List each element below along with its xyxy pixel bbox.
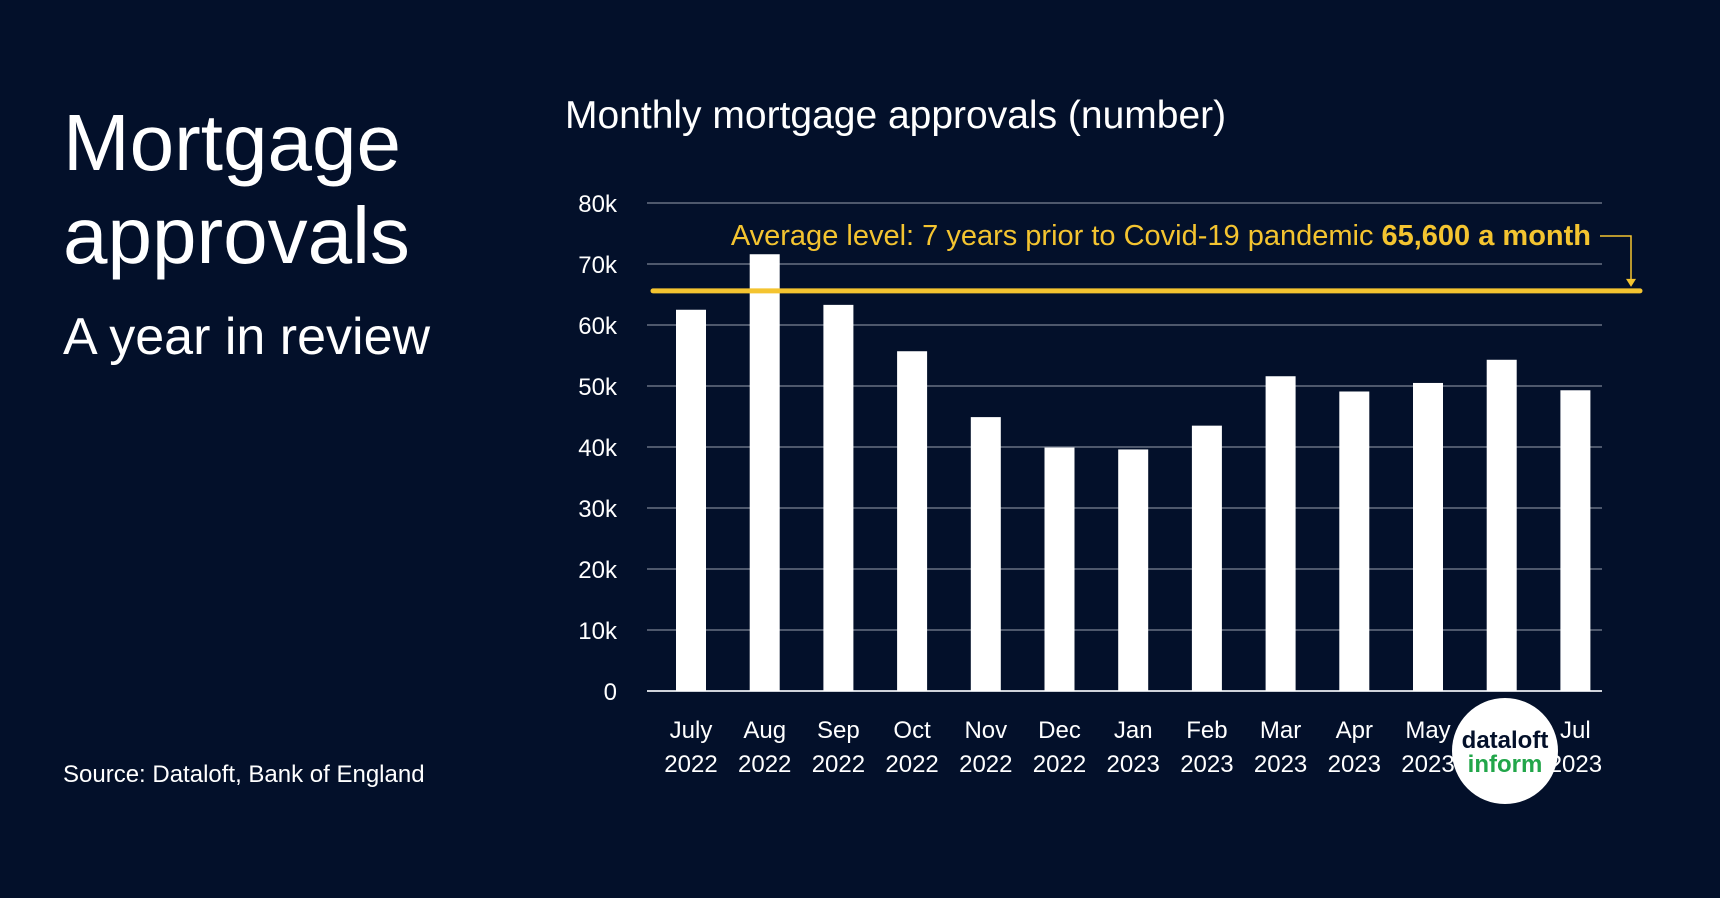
logo-text: inform xyxy=(1468,751,1543,778)
x-tick-label: Nov 2022 xyxy=(959,717,1012,778)
x-tick-label: Jan 2023 xyxy=(1107,717,1160,778)
x-tick-label: Sep 2022 xyxy=(812,717,865,778)
y-tick-label: 40k xyxy=(578,435,618,462)
bar xyxy=(676,309,706,691)
annotation: Average level: 7 years prior to Covid-19… xyxy=(731,220,1591,252)
logo-circle xyxy=(1452,698,1558,804)
x-tick-label: Mar 2023 xyxy=(1254,717,1307,778)
y-tick-label: 80k xyxy=(578,191,618,218)
bar xyxy=(1044,447,1075,691)
annotation-arrowhead xyxy=(1626,278,1636,287)
logo-text: dataloft xyxy=(1462,727,1549,754)
y-tick-label: 50k xyxy=(578,374,618,401)
y-tick-label: 70k xyxy=(578,252,618,279)
y-tick-label: 10k xyxy=(578,618,618,645)
chart-title: Monthly mortgage approvals (number) xyxy=(565,94,1226,137)
y-tick-label: 0 xyxy=(604,679,617,706)
annotation-arrow xyxy=(1600,235,1632,281)
bar xyxy=(970,417,1001,691)
x-tick-label: Apr 2023 xyxy=(1328,717,1381,778)
bar xyxy=(1413,382,1443,691)
bar xyxy=(897,351,928,691)
bar xyxy=(1560,390,1591,691)
y-tick-label: 30k xyxy=(578,496,618,523)
x-tick-label: May 2023 xyxy=(1401,717,1454,778)
source: Source: Dataloft, Bank of England xyxy=(63,761,425,788)
x-tick-label: Aug 2022 xyxy=(738,717,791,778)
bar xyxy=(749,254,780,692)
x-tick-label: July 2022 xyxy=(664,717,717,778)
y-tick-label: 60k xyxy=(578,313,618,340)
plot: 0 10k 20k 30k 40k 50k 60k 70k 80k July 2022 Aug 2022… xyxy=(578,191,1643,778)
annotation-value: 65,600 a month xyxy=(1381,220,1591,252)
main-title: Mortgage approvals xyxy=(63,98,410,280)
x-tick-label: Dec 2022 xyxy=(1033,717,1086,778)
bar xyxy=(1118,449,1149,691)
bar xyxy=(823,304,854,691)
bar xyxy=(1191,425,1222,691)
logo: dataloft inform xyxy=(1452,698,1558,804)
bar xyxy=(1265,376,1296,691)
subtitle: A year in review xyxy=(63,308,430,366)
annotation-text: Average level: 7 years prior to Covid-19… xyxy=(731,220,1374,252)
x-tick-label: Jul 2023 xyxy=(1549,717,1602,778)
x-tick-label: Feb 2023 xyxy=(1180,717,1233,778)
x-tick-label: Oct 2022 xyxy=(885,717,938,778)
bar xyxy=(1486,359,1517,691)
bar xyxy=(1339,391,1370,691)
y-tick-label: 20k xyxy=(578,557,618,584)
